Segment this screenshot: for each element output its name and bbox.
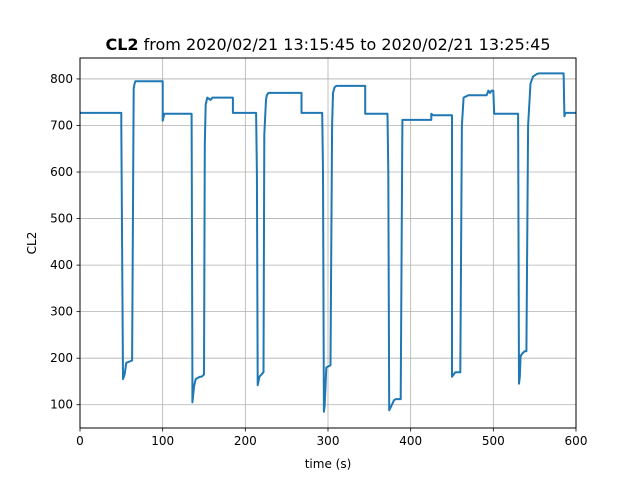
x-tick-label: 100 [151, 434, 174, 448]
series-line-0 [80, 72, 576, 413]
y-axis-ticks: 100 200 300 400 500 600 700 800 [50, 72, 80, 412]
x-tick-label: 0 [76, 434, 84, 448]
x-axis-ticks: 0 100 200 300 400 500 600 [76, 428, 587, 448]
y-tick-label: 100 [50, 398, 73, 412]
plot-area [80, 72, 576, 413]
y-tick-label: 800 [50, 72, 73, 86]
chart-title: CL2 from 2020/02/21 13:15:45 to 2020/02/… [105, 35, 550, 54]
chart-title-bold: CL2 [105, 35, 138, 54]
x-tick-label: 200 [234, 434, 257, 448]
y-tick-label: 500 [50, 212, 73, 226]
y-tick-label: 200 [50, 351, 73, 365]
x-tick-label: 600 [565, 434, 588, 448]
y-tick-label: 400 [50, 258, 73, 272]
y-tick-label: 300 [50, 305, 73, 319]
x-axis-label: time (s) [305, 457, 352, 471]
y-tick-label: 600 [50, 165, 73, 179]
y-tick-label: 700 [50, 118, 73, 132]
chart-title-rest: from 2020/02/21 13:15:45 to 2020/02/21 1… [139, 35, 551, 54]
y-axis-label: CL2 [25, 232, 39, 255]
grid-lines [79, 58, 577, 428]
x-tick-label: 300 [317, 434, 340, 448]
x-tick-label: 500 [482, 434, 505, 448]
x-tick-label: 400 [399, 434, 422, 448]
